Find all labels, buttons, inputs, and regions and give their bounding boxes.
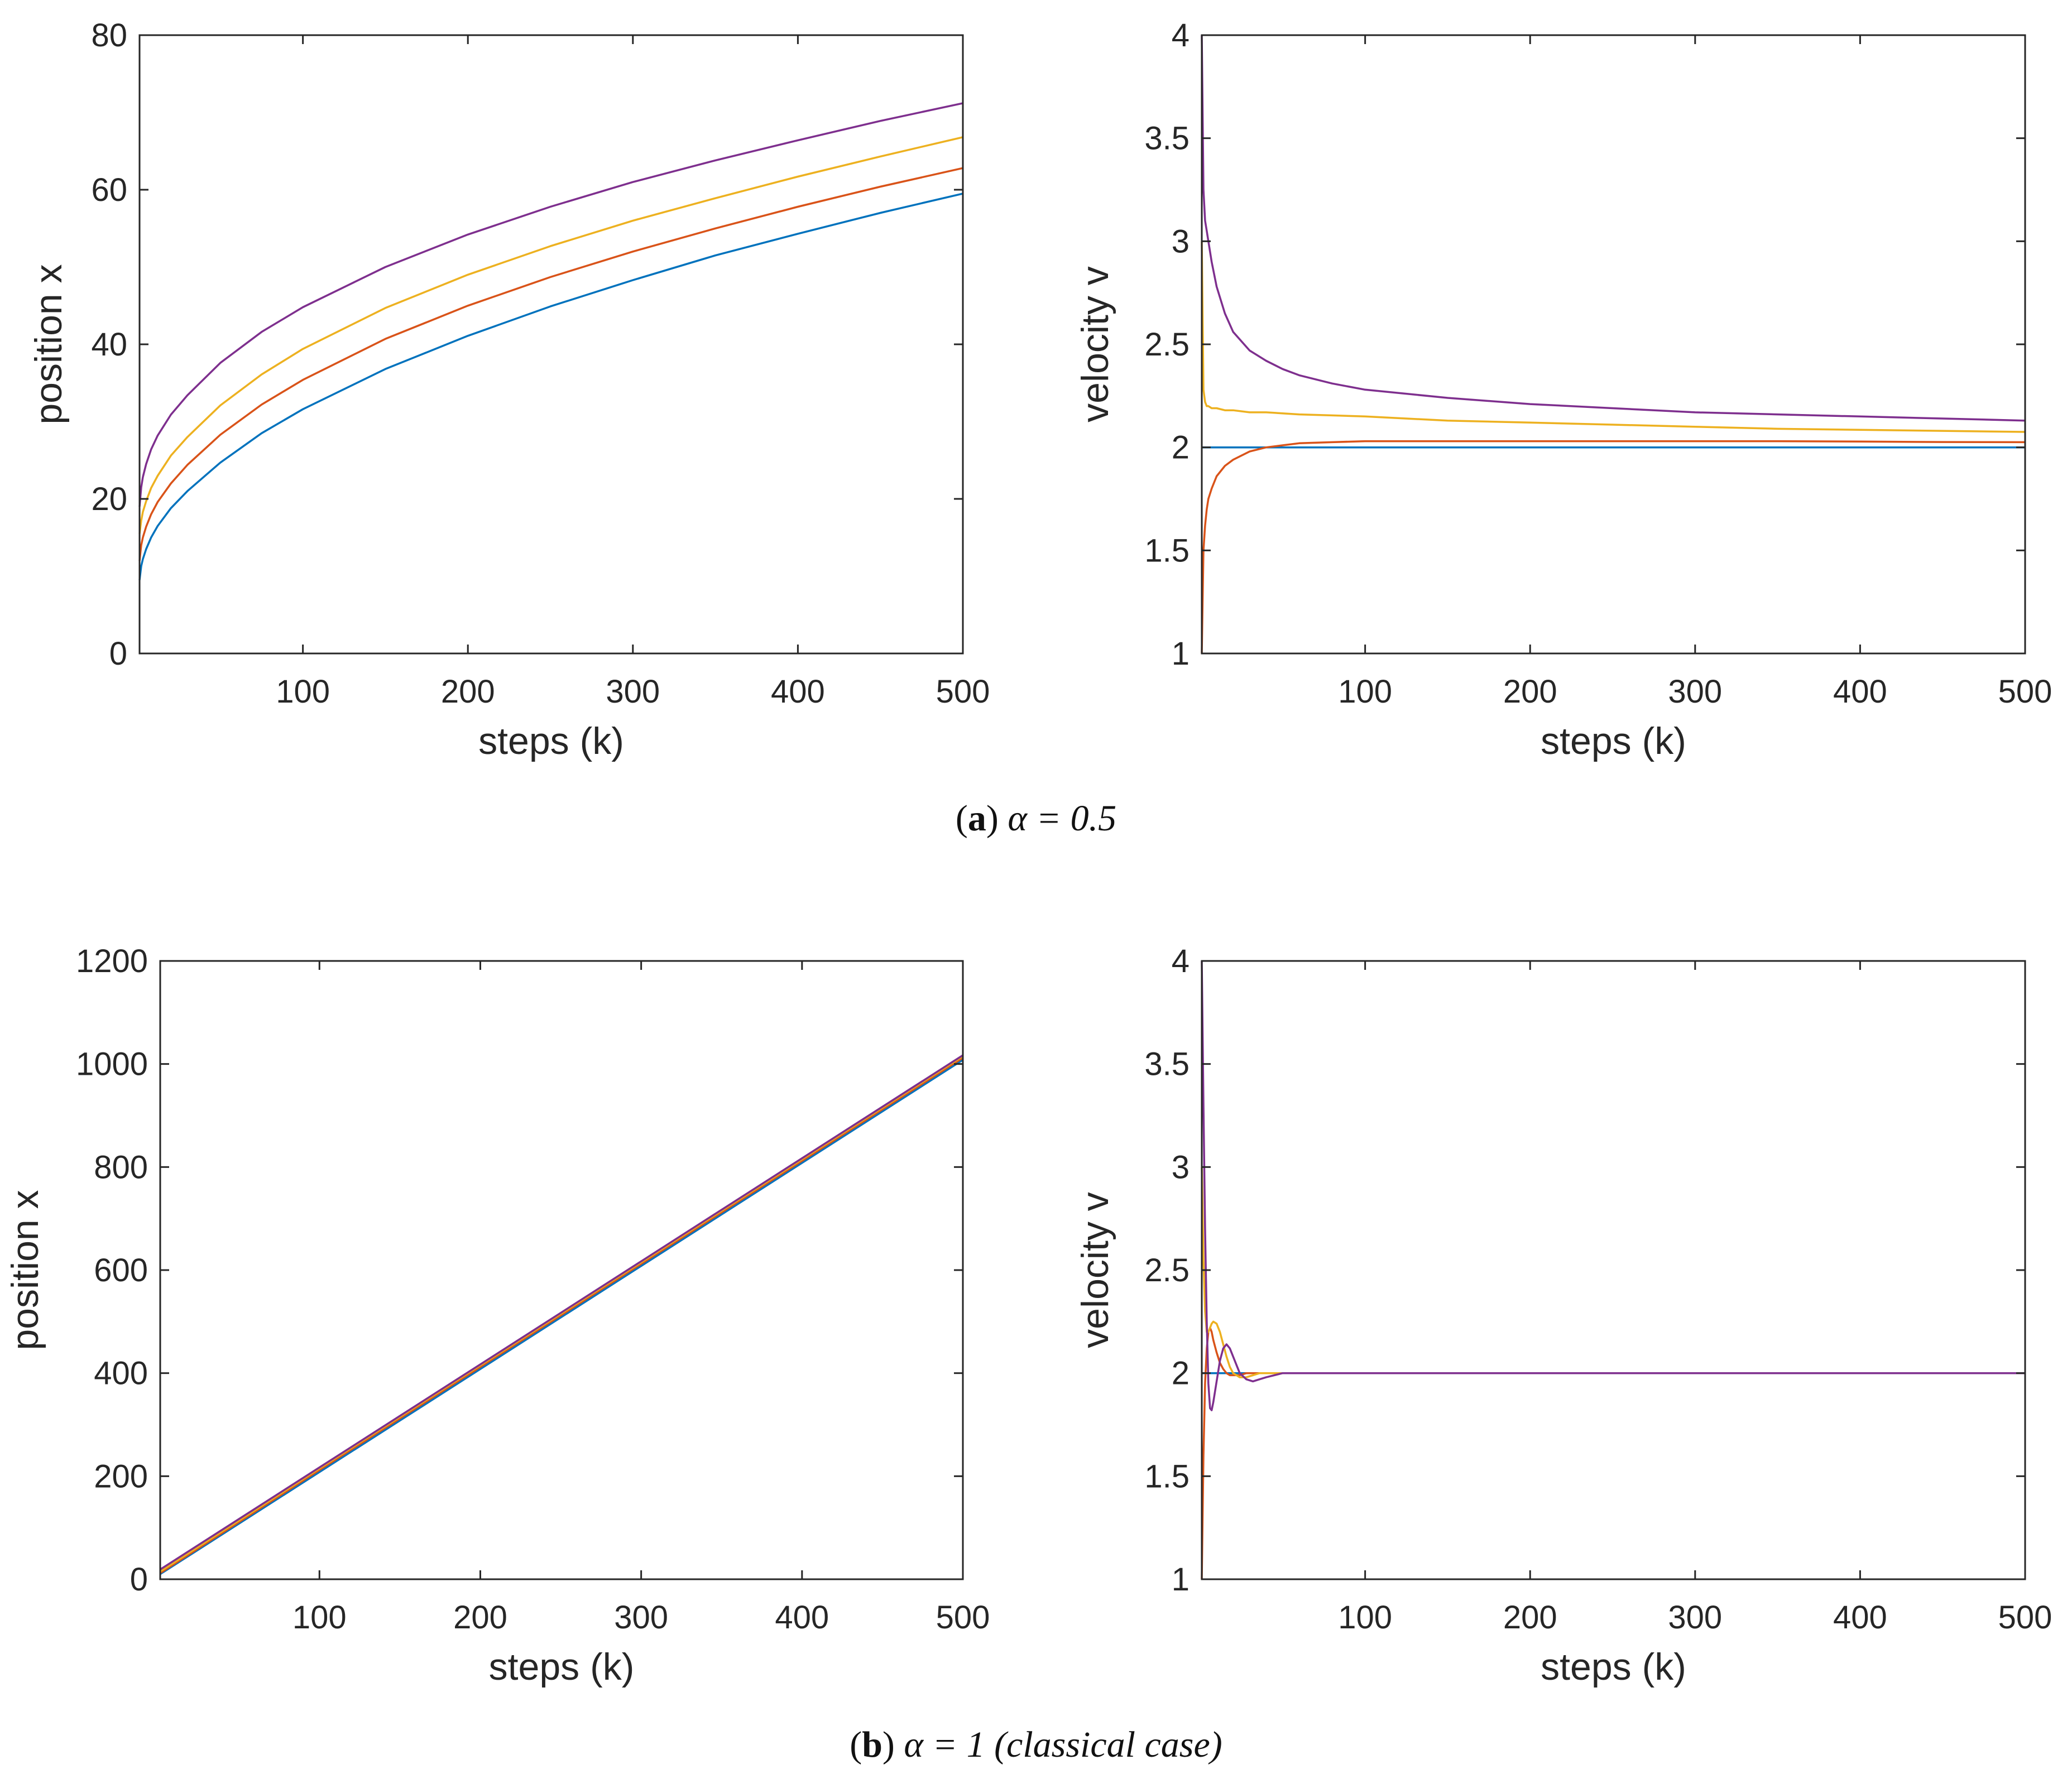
series-blue-line <box>160 1059 963 1575</box>
plot-frame <box>159 960 964 1580</box>
series-purple-line <box>1201 960 2025 1411</box>
y-tick-label: 4 <box>1172 943 1190 979</box>
y-tick-label: 400 <box>94 1355 148 1392</box>
x-tick-label: 300 <box>1668 1599 1722 1636</box>
panel-b-position: 100 200 300 400 500 0 200 400 600 800 1000 1200 step… <box>4 943 990 1688</box>
x-tick-label: 500 <box>1998 674 2052 710</box>
y-tick-label: 1 <box>1172 636 1190 672</box>
y-axis-label: position x <box>4 1190 46 1350</box>
x-tick-label: 500 <box>936 674 990 710</box>
caption-a-text: α = 0.5 <box>1008 798 1116 839</box>
y-tick-label: 2 <box>1172 1355 1190 1392</box>
series-red-line <box>160 1057 963 1574</box>
y-tick-label: 2.5 <box>1144 326 1190 363</box>
y-tick-label: 2.5 <box>1144 1252 1190 1289</box>
y-tick-label: 2 <box>1172 430 1190 466</box>
x-tick-label: 100 <box>1338 674 1392 710</box>
x-tick-label: 200 <box>453 1599 507 1636</box>
x-tick-label: 500 <box>936 1599 990 1636</box>
x-axis-label: steps (k) <box>489 1646 635 1688</box>
y-axis-label: velocity v <box>1074 266 1116 422</box>
plot-frame <box>1201 34 2026 655</box>
y-tick-label: 0 <box>130 1561 148 1598</box>
y-tick-label: 3 <box>1172 223 1190 259</box>
y-tick-label: 1200 <box>76 943 148 979</box>
caption-b: (b) α = 1 (classical case) <box>850 1724 1222 1765</box>
series-purple-line <box>138 102 963 507</box>
x-axis-label: steps (k) <box>1541 720 1686 762</box>
series-yellow-line <box>1201 241 2026 433</box>
y-tick-label: 800 <box>94 1149 148 1185</box>
x-tick-label: 100 <box>292 1599 347 1636</box>
caption-b-text: α = 1 (classical case) <box>904 1724 1222 1765</box>
series-yellow-line <box>138 136 963 534</box>
series-blue-line <box>138 193 963 580</box>
series-purple-line <box>160 1054 963 1570</box>
x-tick-label: 300 <box>614 1599 668 1636</box>
y-tick-label: 20 <box>91 481 127 517</box>
y-axis-label: position x <box>27 264 70 424</box>
series-yellow-line <box>1201 1167 2025 1378</box>
series-red-line <box>1201 1326 2025 1580</box>
y-tick-label: 3.5 <box>1144 1046 1190 1083</box>
y-axis-label: velocity v <box>1074 1192 1116 1348</box>
x-axis-label: steps (k) <box>1541 1646 1686 1688</box>
panel-a-position: 100 200 300 400 500 0 20 40 60 80 steps (k) positio… <box>27 17 990 762</box>
y-tick-label: 600 <box>94 1252 148 1289</box>
caption-a-letter: a <box>968 798 986 839</box>
x-tick-label: 400 <box>771 674 825 710</box>
x-tick-label: 300 <box>1668 674 1722 710</box>
x-tick-label: 200 <box>1503 1599 1557 1636</box>
series-red-line <box>1201 440 2026 654</box>
y-tick-label: 60 <box>91 172 127 208</box>
plot-frame <box>138 34 964 655</box>
y-tick-label: 4 <box>1172 17 1190 54</box>
y-tick-label: 1.5 <box>1144 1458 1190 1494</box>
y-tick-label: 80 <box>91 17 127 54</box>
x-tick-label: 100 <box>276 674 330 710</box>
y-tick-label: 0 <box>109 636 127 672</box>
x-tick-label: 200 <box>1503 674 1557 710</box>
x-tick-label: 100 <box>1338 1599 1392 1636</box>
series-red-line <box>138 167 963 561</box>
x-tick-label: 200 <box>441 674 495 710</box>
series-purple-line <box>1201 35 2026 422</box>
caption-a: (a) α = 0.5 <box>956 798 1116 839</box>
x-axis-label: steps (k) <box>478 720 624 762</box>
x-tick-label: 500 <box>1998 1599 2052 1636</box>
x-tick-label: 400 <box>1833 674 1887 710</box>
plot-frame <box>1201 960 2026 1580</box>
y-tick-label: 1.5 <box>1144 532 1190 569</box>
y-tick-label: 40 <box>91 326 127 363</box>
panel-b-velocity: 100 200 300 400 500 1 1.5 2 2.5 3 3.5 4 steps (k) vel… <box>1074 943 2052 1688</box>
series-yellow-line <box>160 1055 963 1573</box>
y-tick-label: 200 <box>94 1458 148 1494</box>
y-tick-label: 3.5 <box>1144 121 1190 157</box>
y-tick-label: 1000 <box>76 1046 148 1083</box>
x-tick-label: 300 <box>606 674 660 710</box>
panel-a-velocity: 100 200 300 400 500 1 1.5 2 2.5 3 3.5 4 steps (k) vel… <box>1074 17 2052 762</box>
x-tick-label: 400 <box>1833 1599 1887 1636</box>
y-tick-label: 3 <box>1172 1149 1190 1185</box>
y-tick-label: 1 <box>1172 1561 1190 1598</box>
x-tick-label: 400 <box>775 1599 829 1636</box>
caption-b-letter: b <box>862 1724 882 1765</box>
